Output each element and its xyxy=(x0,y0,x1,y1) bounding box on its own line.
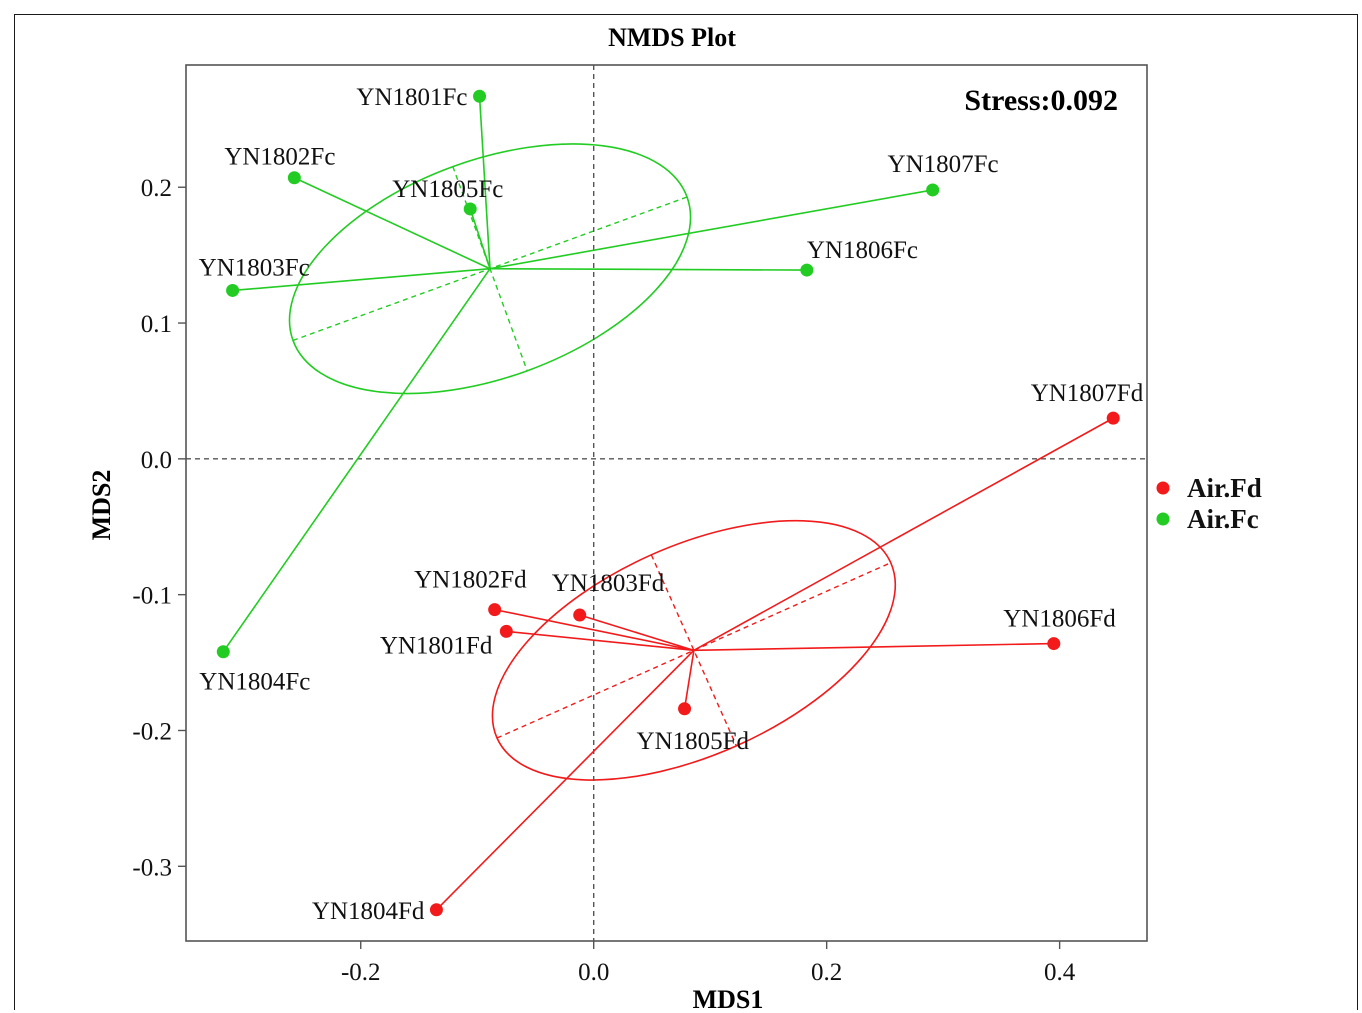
point-label-yn1803fc: YN1803Fc xyxy=(199,254,310,281)
point-label-yn1807fd: YN1807Fd xyxy=(1031,380,1144,407)
point-yn1801fd xyxy=(499,624,513,638)
spoke-yn1803fd xyxy=(579,614,695,652)
y-tick-label: 0.2 xyxy=(141,175,172,202)
point-yn1807fc xyxy=(926,183,940,197)
x-tick-label: 0.2 xyxy=(811,959,842,986)
spoke-yn1801fd xyxy=(506,630,694,652)
point-label-yn1806fd: YN1806Fd xyxy=(1003,606,1116,633)
spoke-yn1806fd xyxy=(693,642,1054,652)
legend-label-air-fc: Air.Fc xyxy=(1187,504,1259,534)
x-axis-label: MDS1 xyxy=(693,985,764,1013)
point-yn1804fc xyxy=(216,645,230,659)
spoke-yn1802fc xyxy=(293,177,491,270)
y-tick-label: 0.0 xyxy=(141,447,172,474)
point-label-yn1804fd: YN1804Fd xyxy=(312,898,425,925)
point-label-yn1804fc: YN1804Fc xyxy=(199,669,310,696)
spoke-yn1807fc xyxy=(489,189,933,270)
y-tick-label: -0.1 xyxy=(132,583,172,610)
y-tick-label: -0.2 xyxy=(132,718,172,745)
spoke-yn1804fd xyxy=(435,649,695,911)
point-label-yn1802fc: YN1802Fc xyxy=(224,144,335,171)
chart-title: NMDS Plot xyxy=(608,23,736,52)
point-label-yn1801fc: YN1801Fc xyxy=(356,84,467,111)
plot-area xyxy=(185,64,1148,942)
spoke-yn1802fd xyxy=(494,608,695,652)
y-tick-label: -0.3 xyxy=(132,854,172,881)
spoke-yn1806fc xyxy=(490,267,807,271)
point-label-yn1805fd: YN1805Fd xyxy=(637,728,750,755)
legend-marker-air-fd xyxy=(1156,481,1170,495)
spoke-yn1803fc xyxy=(232,267,491,292)
point-label-yn1806fc: YN1806Fc xyxy=(807,237,918,264)
legend-label-air-fd: Air.Fd xyxy=(1187,473,1262,503)
spoke-yn1805fd xyxy=(683,650,695,709)
point-label-yn1801fd: YN1801Fd xyxy=(380,632,493,659)
point-yn1805fc xyxy=(463,202,477,216)
point-yn1806fc xyxy=(800,263,814,277)
y-axis-label: MDS2 xyxy=(87,470,116,541)
point-yn1804fd xyxy=(429,903,443,917)
point-label-yn1803fd: YN1803Fd xyxy=(552,570,665,597)
spoke-yn1805fc xyxy=(469,208,491,269)
spoke-yn1801fc xyxy=(478,96,491,269)
x-tick-label: 0.0 xyxy=(578,959,609,986)
figure-frame xyxy=(14,14,1358,1010)
legend-marker-air-fc xyxy=(1156,512,1170,526)
point-yn1807fd xyxy=(1106,411,1120,425)
y-tick-label: 0.1 xyxy=(141,311,172,338)
x-tick-label: -0.2 xyxy=(341,959,381,986)
point-yn1802fd xyxy=(488,603,502,617)
x-tick-label: 0.4 xyxy=(1044,959,1076,986)
ellipse-minor-axis-air-fd xyxy=(650,554,738,747)
stress-annotation: Stress:0.092 xyxy=(964,84,1118,117)
spoke-yn1804fc xyxy=(222,268,491,653)
point-yn1803fc xyxy=(226,283,240,297)
point-yn1801fc xyxy=(473,89,487,103)
point-label-yn1805fc: YN1805Fc xyxy=(392,176,503,203)
point-yn1802fc xyxy=(287,171,301,185)
point-label-yn1802fd: YN1802Fd xyxy=(414,567,527,594)
point-yn1803fd xyxy=(573,608,587,622)
point-label-yn1807fc: YN1807Fc xyxy=(888,151,999,178)
point-yn1806fd xyxy=(1047,637,1061,651)
spoke-yn1807fd xyxy=(693,417,1114,652)
point-yn1805fd xyxy=(678,702,692,716)
